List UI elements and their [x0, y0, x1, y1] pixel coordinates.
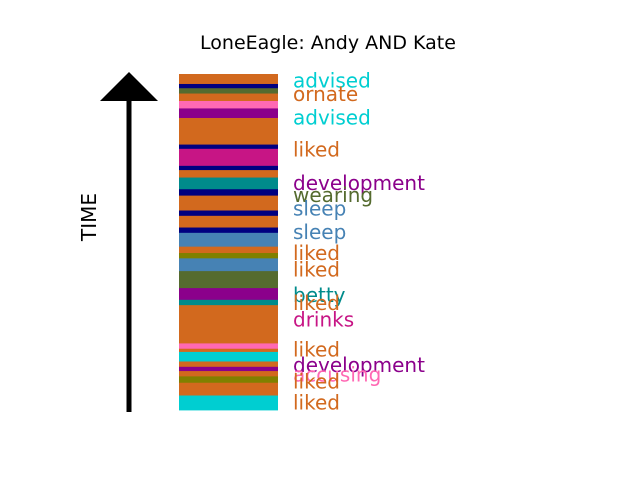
timeline-segment: [179, 343, 278, 349]
timeline-segment: [179, 93, 278, 101]
timeline-segment: [179, 382, 278, 392]
timeline-segment: [179, 370, 278, 377]
timeline-segment: [179, 304, 278, 344]
timeline-segment: [179, 188, 278, 196]
timeline-segment: [179, 395, 278, 411]
segment-label: betty: [293, 283, 346, 307]
timeline-segment: [179, 375, 278, 383]
segment-label: drinks: [293, 308, 354, 332]
timeline-segment: [179, 100, 278, 109]
timeline-segment: [179, 74, 278, 84]
timeline-segment: [179, 83, 278, 89]
segment-label: liked: [293, 291, 340, 315]
timeline-segment: [179, 165, 278, 171]
timeline-segment: [179, 108, 278, 118]
timeline-segment: [179, 148, 278, 166]
segment-label: wearing: [293, 183, 373, 207]
timeline-segment: [179, 210, 278, 216]
segment-label: liked: [293, 258, 340, 282]
timeline-segment: [179, 361, 278, 367]
timeline-segment: [179, 144, 278, 149]
timeline-segments: [179, 74, 278, 411]
segment-label: sleep: [293, 220, 346, 244]
timeline-segment: [179, 227, 278, 233]
time-axis-arrowhead: [100, 72, 158, 101]
timeline-segment: [179, 287, 278, 300]
segment-label: ornate: [293, 82, 358, 106]
timeline-segment: [179, 232, 278, 247]
timeline-segment: [179, 366, 278, 372]
chart-title: LoneEagle: Andy AND Kate: [200, 32, 456, 54]
segment-label: liked: [293, 241, 340, 265]
timeline-segment: [179, 169, 278, 178]
timeline-segment: [179, 177, 278, 190]
timeline-segment: [179, 270, 278, 289]
timeline-segment: [179, 390, 278, 396]
timeline-segment: [179, 252, 278, 259]
time-axis: [100, 72, 158, 412]
timeline-segment: [179, 87, 278, 94]
segment-label: accusing: [293, 363, 381, 387]
segment-label: liked: [293, 338, 340, 362]
segment-label: liked: [293, 138, 340, 162]
segment-labels: advisedornateadvisedlikeddevelopmentwear…: [293, 69, 425, 415]
time-axis-label: TIME: [77, 193, 101, 242]
segment-label: development: [293, 353, 425, 377]
timeline-segment: [179, 215, 278, 228]
segment-label: advised: [293, 106, 371, 130]
segment-label: liked: [293, 369, 340, 393]
timeline-segment: [179, 257, 278, 272]
segment-label: advised: [293, 69, 371, 93]
segment-label: sleep: [293, 196, 346, 220]
timeline-segment: [179, 299, 278, 306]
timeline-segment: [179, 195, 278, 211]
timeline-segment: [179, 351, 278, 362]
timeline-segment: [179, 117, 278, 145]
timeline-segment: [179, 246, 278, 254]
segment-label: liked: [293, 391, 340, 415]
timeline-segment: [179, 348, 278, 352]
segment-label: development: [293, 171, 425, 195]
